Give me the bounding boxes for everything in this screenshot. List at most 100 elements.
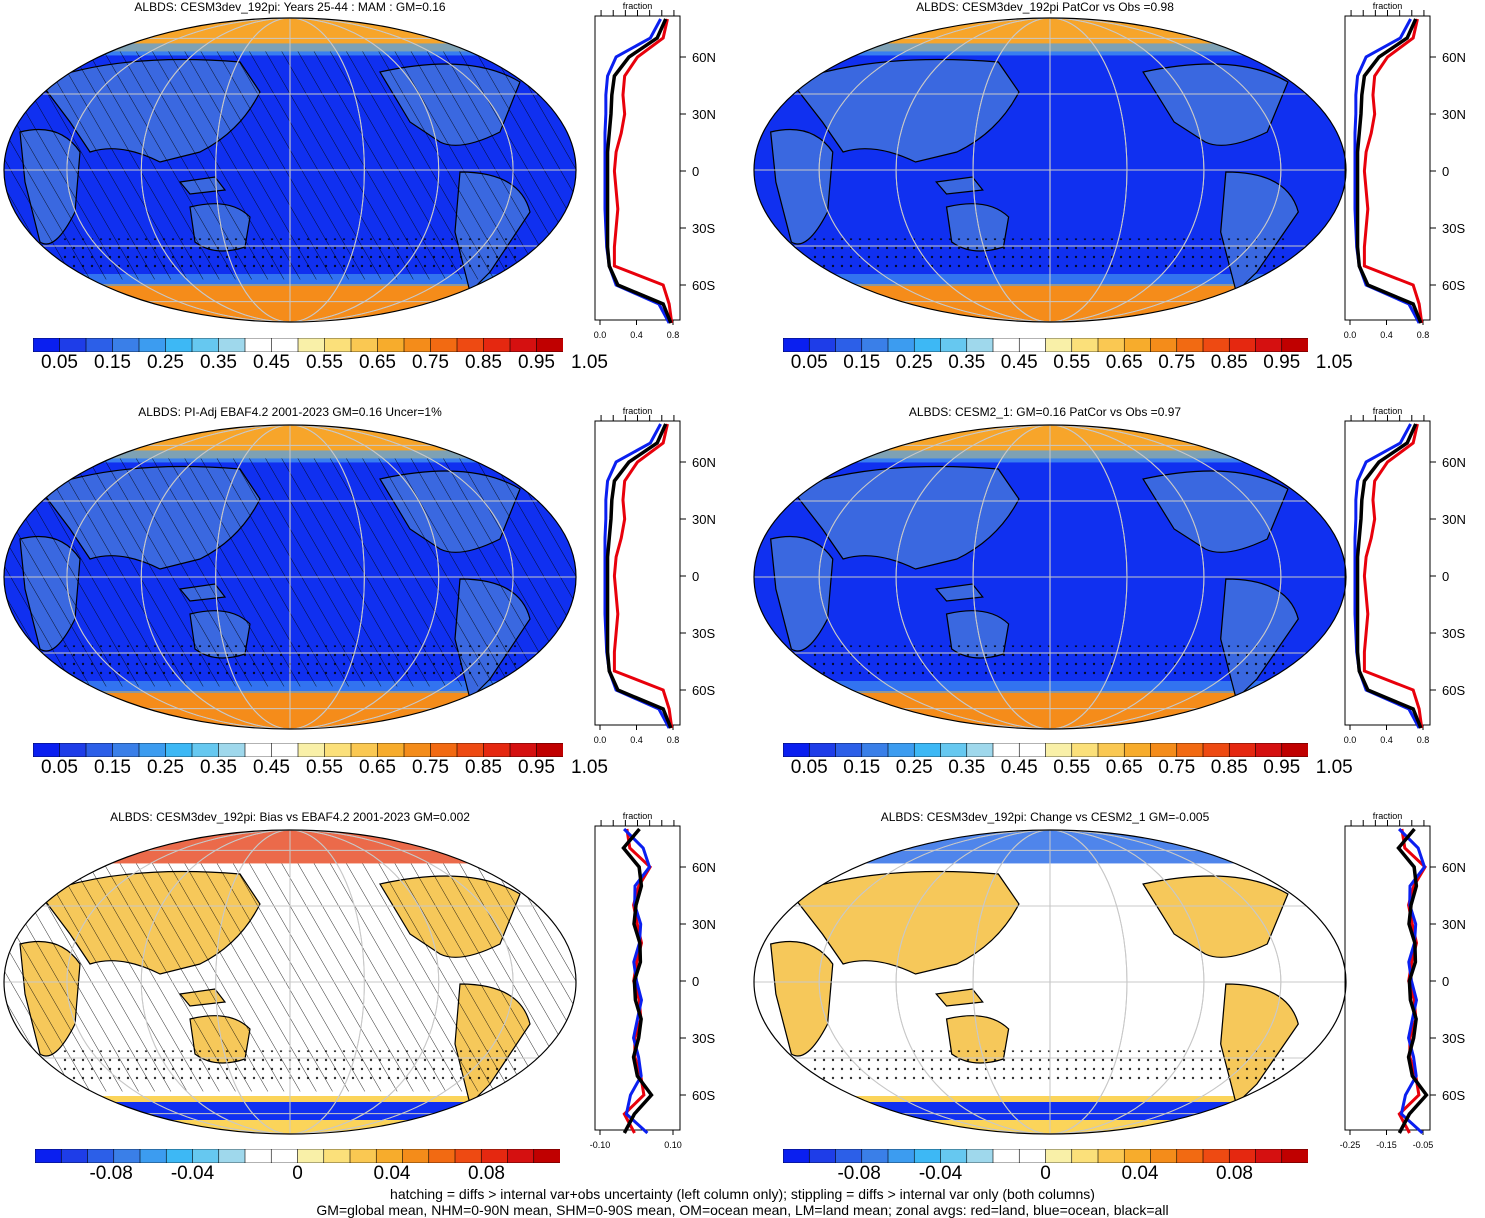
colorbar-swatch bbox=[1018, 338, 1047, 352]
colorbar-swatch bbox=[244, 338, 273, 352]
colorbar-tick-label: 0.15 bbox=[843, 757, 881, 778]
colorbar-swatch bbox=[87, 1149, 115, 1163]
zonal-x-label: 0.4 bbox=[1380, 330, 1393, 340]
zonal-lat-label: 30N bbox=[692, 917, 716, 932]
panel-5: ALBDS: CESM3dev_192pi: Change vs CESM2_1… bbox=[745, 810, 1485, 1190]
colorbar-swatch bbox=[887, 743, 915, 757]
footer-line-2: GM=global mean, NHM=0-90N mean, SHM=0-90… bbox=[316, 1202, 1169, 1218]
colorbar-tick-label: 0.05 bbox=[41, 352, 78, 373]
colorbar-tick-label: 0.75 bbox=[1158, 757, 1196, 778]
colorbar-tick-label: 0.35 bbox=[200, 757, 237, 778]
colorbar-swatch bbox=[1150, 1149, 1178, 1163]
colorbar-tick-label: 0.15 bbox=[94, 757, 131, 778]
colorbar-swatch bbox=[808, 743, 837, 757]
colorbar-swatch bbox=[191, 338, 220, 352]
panel-title: ALBDS: CESM3dev_192pi: Years 25-44 : MAM… bbox=[134, 0, 446, 14]
zonal-x-label: -0.05 bbox=[1413, 1140, 1434, 1150]
colorbar-swatch bbox=[1176, 338, 1204, 352]
zonal-line-all bbox=[605, 423, 673, 729]
colorbar-tick-label: -0.08 bbox=[89, 1163, 133, 1184]
zonal-line-land bbox=[612, 423, 674, 729]
colorbar-tick-label: 0 bbox=[292, 1163, 303, 1184]
colorbar-labels-4: -0.08 -0.04 0 0.04 0.08 bbox=[35, 1163, 560, 1187]
zonal-lat-label: 30S bbox=[692, 1031, 715, 1046]
zonal-lat-label: 30S bbox=[1442, 626, 1465, 641]
colorbar-swatch bbox=[377, 338, 405, 352]
colorbar-swatch bbox=[297, 743, 326, 757]
map-outline bbox=[753, 424, 1347, 730]
colorbar-swatch bbox=[887, 338, 915, 352]
continent-north-america bbox=[1142, 875, 1289, 958]
colorbar-swatch bbox=[861, 1149, 889, 1163]
colorbar-tick-label: 0.35 bbox=[948, 757, 986, 778]
colorbar-tick-label: 0 bbox=[1040, 1163, 1051, 1184]
colorbar-tick-label: 0.45 bbox=[253, 352, 290, 373]
colorbar-swatch bbox=[33, 338, 61, 352]
colorbar-swatch bbox=[138, 743, 167, 757]
continent-indonesia bbox=[935, 988, 984, 1007]
zonal-0: fraction 60N 30N 0 30S 60S 0.0 0.4 0.8 bbox=[594, 1, 716, 340]
colorbar-tick-label: 0.25 bbox=[147, 352, 184, 373]
colorbar-tick-label: 0.35 bbox=[948, 352, 986, 373]
continent-north-america bbox=[1142, 63, 1289, 146]
colorbar-tick-label: 0.85 bbox=[465, 352, 502, 373]
colorbar-swatch bbox=[1071, 743, 1099, 757]
colorbar-swatch bbox=[483, 743, 511, 757]
colorbar-swatch bbox=[835, 1149, 863, 1163]
colorbar-tick-label: 0.85 bbox=[1210, 757, 1248, 778]
colorbar-tick-label: 0.25 bbox=[895, 352, 933, 373]
colorbar-swatch bbox=[1123, 1149, 1152, 1163]
zonal-x-label: 0.4 bbox=[630, 735, 643, 745]
colorbar-swatch bbox=[191, 743, 220, 757]
colorbar-swatch bbox=[887, 1149, 915, 1163]
colorbar-swatch bbox=[60, 1149, 89, 1163]
colorbar-swatch bbox=[192, 1149, 220, 1163]
colorbar-swatch bbox=[1281, 338, 1308, 352]
colorbar-swatch bbox=[966, 1149, 994, 1163]
zonal-lat-label: 60S bbox=[1442, 683, 1465, 698]
colorbar-swatch bbox=[375, 1149, 404, 1163]
zonal-lat-label: 30N bbox=[692, 107, 716, 122]
colorbar-swatch bbox=[1071, 338, 1099, 352]
colorbar-swatch bbox=[59, 743, 87, 757]
map-outline bbox=[753, 829, 1347, 1135]
colorbar-swatch bbox=[1123, 743, 1152, 757]
colorbar-labels-2: 0.05 0.15 0.25 0.35 0.45 0.55 0.65 0.75 0.85 0.95… bbox=[33, 757, 608, 781]
colorbar-tick-label: 0.65 bbox=[359, 757, 396, 778]
colorbar-swatch bbox=[1202, 338, 1230, 352]
zonal-4: fraction 60N 30N 0 30S 60S -0.10 0.10 bbox=[590, 811, 716, 1150]
zonal-lat-label: 30S bbox=[692, 626, 715, 641]
colorbar-tick-label: 0.05 bbox=[790, 352, 828, 373]
colorbar-swatch bbox=[1281, 743, 1308, 757]
colorbar-swatch bbox=[1018, 743, 1047, 757]
colorbar-swatch bbox=[992, 1149, 1020, 1163]
colorbar-swatch bbox=[403, 743, 432, 757]
colorbar-labels-0: 0.05 0.15 0.25 0.35 0.45 0.55 0.65 0.75 0.85 0.95… bbox=[33, 352, 608, 376]
colorbar-swatch bbox=[1228, 1149, 1257, 1163]
continent-indonesia bbox=[935, 176, 984, 195]
zonal-lat-label: 30S bbox=[1442, 1031, 1465, 1046]
colorbar-tick-label: 1.05 bbox=[1315, 757, 1353, 778]
colorbar-tick-label: 0.95 bbox=[518, 757, 555, 778]
zonal-x-label: 0.4 bbox=[630, 330, 643, 340]
colorbar-swatch bbox=[33, 743, 61, 757]
colorbar-swatch bbox=[324, 743, 352, 757]
colorbar-tick-label: -0.04 bbox=[918, 1163, 963, 1184]
colorbar-swatch bbox=[992, 743, 1020, 757]
colorbar-swatch bbox=[402, 1149, 430, 1163]
colorbar-tick-label: 0.55 bbox=[306, 352, 343, 373]
colorbar-tick-label: 0.65 bbox=[1105, 352, 1143, 373]
colorbar-swatch bbox=[244, 1149, 272, 1163]
zonal-lat-label: 60N bbox=[692, 455, 716, 470]
zonal-line-all bbox=[1355, 423, 1423, 729]
colorbar-swatch bbox=[349, 1149, 377, 1163]
colorbar-tick-label: 0.45 bbox=[253, 757, 290, 778]
zonal-lat-label: 60N bbox=[1442, 860, 1466, 875]
colorbar-swatch bbox=[1045, 338, 1073, 352]
zonal-lat-label: 60S bbox=[692, 1088, 715, 1103]
zonal-lat-label: 60N bbox=[692, 860, 716, 875]
colorbar-5 bbox=[783, 1149, 1308, 1163]
zonal-line-all bbox=[1396, 827, 1429, 1134]
zonal-lat-label: 60S bbox=[1442, 1088, 1465, 1103]
zonal-lat-label: 0 bbox=[692, 569, 699, 584]
